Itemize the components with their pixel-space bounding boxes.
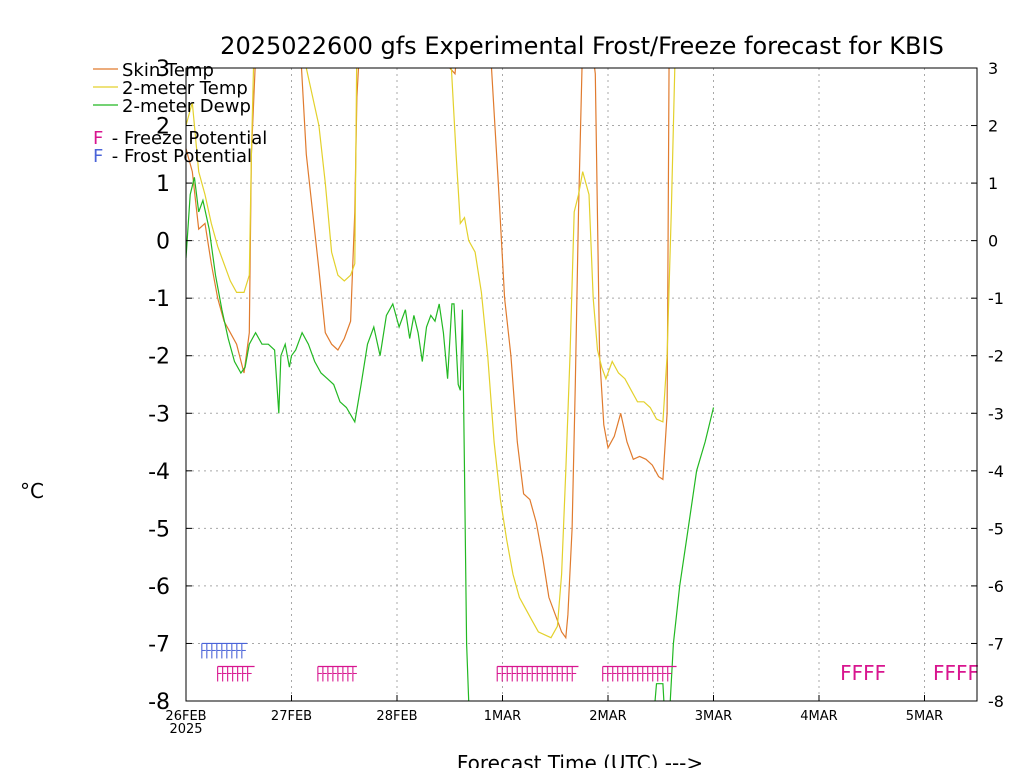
y-tick-label-right: -5 [988,519,1004,538]
legend-label-2m-dewp: 2-meter Dewp [122,96,251,117]
y-tick-label-left: 2 [156,115,170,140]
y-tick-label-right: 2 [988,117,998,136]
y-tick-label-right: -7 [988,634,1004,653]
x-tick-label: 4MAR [800,709,837,724]
freeze-potential-marks [217,665,255,682]
chart-title: 2025022600 gfs Experimental Frost/Freeze… [220,32,944,60]
x-tick-label: 3MAR [695,709,732,724]
legend-label-2m-temp: 2-meter Temp [122,78,248,99]
x-tick-label: 27FEB [271,709,312,724]
y-tick-label-right: 3 [988,59,998,78]
y-tick-label-left: 3 [156,57,170,82]
series-layer [186,68,715,701]
x-tick-label: 5MAR [906,709,943,724]
legend-freeze-letter: F [93,128,103,149]
y-tick-label-right: -3 [988,404,1004,423]
frost-potential-marks [201,642,248,659]
y-tick-label-right: 0 [988,232,998,251]
grid-layer [186,67,977,702]
y-tick-label-left: -1 [148,287,170,312]
y-tick-label-left: -3 [148,402,170,427]
y-tick-label-left: -4 [148,460,170,485]
x-tick-label: 2MAR [589,709,626,724]
x-tick-year-label: 2025 [169,722,202,737]
y-tick-label-right: -2 [988,347,1004,366]
freeze-potential-marks [496,665,579,682]
legend-frost-text: - Frost Potential [106,146,252,167]
series-line-2-meter-dewp [186,177,715,701]
y-tick-label-left: -8 [148,690,170,715]
y-tick-label-left: 0 [156,230,170,255]
series-line-skin-temp [186,68,670,640]
y-axis-label: °C [20,479,44,503]
x-axis-label: Forecast Time (UTC) ---> [457,751,703,768]
y-tick-label-left: -5 [148,517,170,542]
y-tick-label-left: -6 [148,575,170,600]
y-tick-label-left: 1 [156,172,170,197]
y-tick-label-right: 1 [988,174,998,193]
y-tick-label-right: -1 [988,289,1004,308]
freeze-marks-layer: FFFF FFFF [201,642,979,685]
legend-frost-letter: F [93,146,103,167]
y-tick-label-right: -6 [988,577,1004,596]
legend: Skin Temp 2-meter Temp 2-meter Dewp F - … [93,60,267,167]
legend-label-skin-temp: Skin Temp [122,60,214,81]
axes-layer: 3 3 2 2 1 1 0 0 -1 -1 -2 -2 -3 -3 -4 -4 -5 -5 -6 -6 -7 -7 -8 -8… [148,57,1004,737]
freeze-potential-text-mark: FFFF [840,661,886,685]
x-tick-label: 1MAR [484,709,521,724]
freeze-potential-marks [317,665,357,682]
series-line-2-meter-temp [186,68,676,639]
legend-freeze-text: - Freeze Potential [106,128,267,149]
x-tick-label: 26FEB [165,709,206,724]
plot-frame [185,67,978,702]
freeze-potential-text-mark: FFFF [933,661,979,685]
y-tick-label-left: -2 [148,345,170,370]
y-tick-label-right: -4 [988,462,1004,481]
y-tick-label-right: -8 [988,692,1004,711]
x-tick-label: 28FEB [376,709,417,724]
y-tick-label-left: -7 [148,632,170,657]
freeze-potential-marks [602,665,677,682]
